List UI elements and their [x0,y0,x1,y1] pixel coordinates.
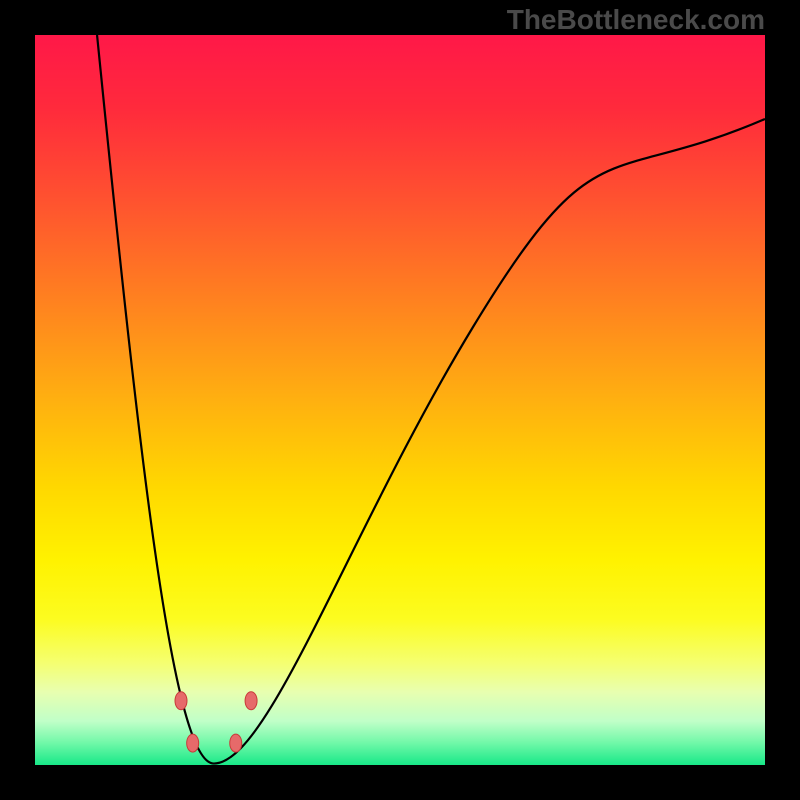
credit-text: TheBottleneck.com [507,4,765,36]
marker-dot [187,734,199,752]
marker-dot [175,692,187,710]
chart-container: { "canvas": { "width": 800, "height": 80… [0,0,800,800]
plot-background [35,35,765,765]
marker-dot [230,734,242,752]
chart-svg [0,0,800,800]
marker-dot [245,692,257,710]
